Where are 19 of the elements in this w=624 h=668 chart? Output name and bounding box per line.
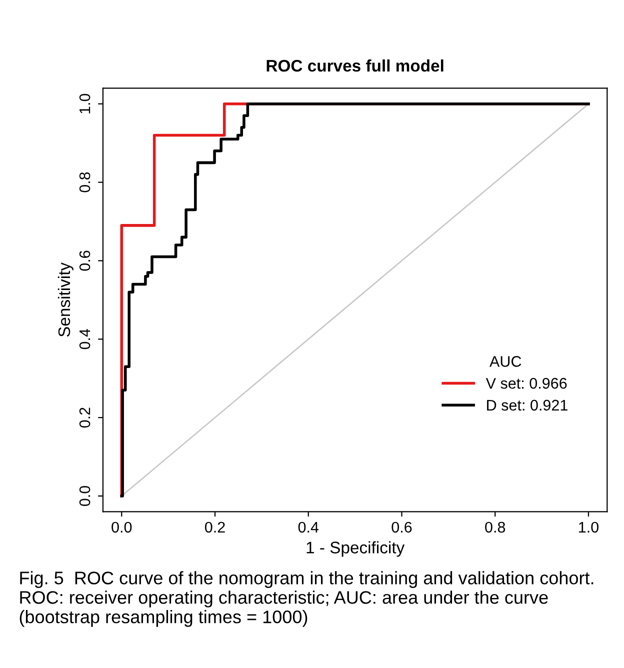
x-tick-label: 1.0	[579, 522, 598, 533]
x-axis-title: 1 - Specificity	[306, 541, 405, 557]
legend-title: AUC	[490, 356, 522, 367]
chart-title: ROC curves full model	[266, 59, 444, 72]
legend-label: D set: 0.921	[487, 400, 568, 411]
x-tick-label: 0.8	[485, 522, 506, 533]
x-tick-label: 0.4	[298, 522, 319, 533]
y-tick-label: 0.2	[79, 408, 90, 428]
y-tick-label: 0.8	[79, 172, 90, 192]
y-tick-label: 0.0	[79, 486, 90, 506]
x-tick-label: 0.2	[204, 522, 225, 533]
y-axis-title: Sensitivity	[58, 262, 74, 337]
y-tick-label: 0.4	[79, 328, 90, 350]
legend-label: V set: 0.966	[486, 378, 567, 389]
x-tick-label: 0.6	[392, 522, 412, 533]
y-tick-label: 0.6	[79, 250, 90, 271]
x-tick-label: 0.0	[112, 522, 132, 533]
y-tick-label: 1.0	[79, 94, 90, 114]
caption: Fig. 5 ROC curve of the nomogram in the training and validation cohort. ROC: receiver operating characteristic; AUC: area under the curve (bootstrap resampling times = 1000)	[20, 571, 594, 627]
